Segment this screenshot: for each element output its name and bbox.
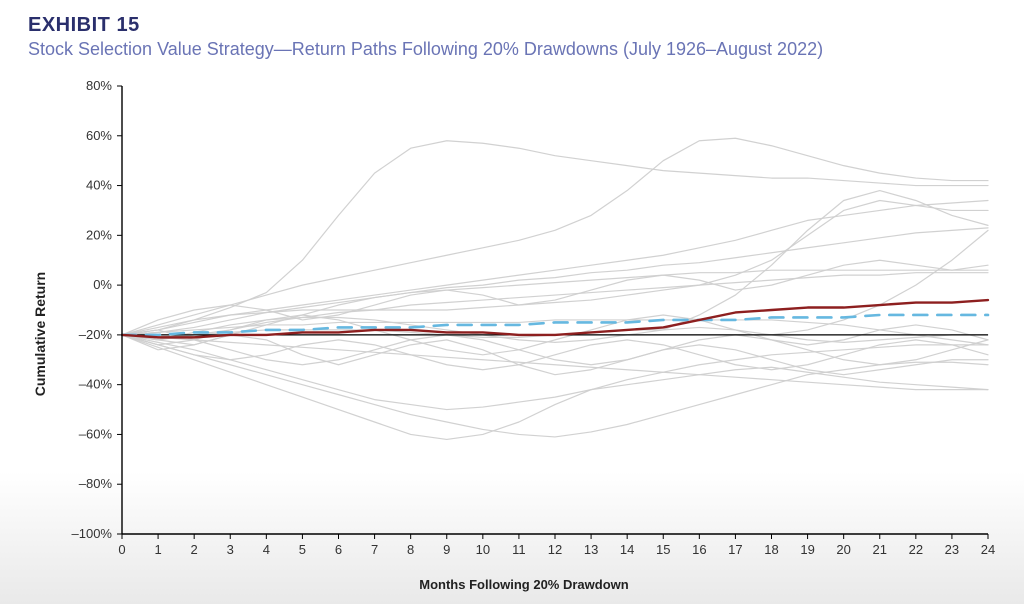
line-chart: –100%–80%–60%–40%–20%0%20%40%60%80%01234… bbox=[44, 78, 1004, 590]
svg-text:18: 18 bbox=[764, 542, 778, 557]
svg-text:16: 16 bbox=[692, 542, 706, 557]
svg-text:17: 17 bbox=[728, 542, 742, 557]
svg-text:–100%: –100% bbox=[72, 526, 113, 541]
svg-text:11: 11 bbox=[512, 542, 526, 557]
x-axis-label: Months Following 20% Drawdown bbox=[44, 577, 1004, 592]
exhibit-subtitle: Stock Selection Value Strategy—Return Pa… bbox=[28, 39, 1024, 60]
svg-text:0: 0 bbox=[118, 542, 125, 557]
chart-header: EXHIBIT 15 Stock Selection Value Strateg… bbox=[0, 0, 1024, 60]
svg-text:23: 23 bbox=[945, 542, 959, 557]
svg-text:40%: 40% bbox=[86, 178, 112, 193]
svg-text:6: 6 bbox=[335, 542, 342, 557]
svg-text:14: 14 bbox=[620, 542, 634, 557]
svg-text:24: 24 bbox=[981, 542, 995, 557]
svg-text:–80%: –80% bbox=[79, 476, 113, 491]
svg-text:21: 21 bbox=[873, 542, 887, 557]
exhibit-number: EXHIBIT 15 bbox=[28, 14, 1024, 37]
svg-text:–20%: –20% bbox=[79, 327, 113, 342]
svg-text:80%: 80% bbox=[86, 78, 112, 93]
svg-text:10: 10 bbox=[476, 542, 490, 557]
y-axis-label: Cumulative Return bbox=[32, 272, 48, 396]
svg-text:4: 4 bbox=[263, 542, 270, 557]
svg-text:60%: 60% bbox=[86, 128, 112, 143]
svg-text:–40%: –40% bbox=[79, 377, 113, 392]
svg-text:1: 1 bbox=[154, 542, 161, 557]
exhibit-page: EXHIBIT 15 Stock Selection Value Strateg… bbox=[0, 0, 1024, 604]
svg-text:22: 22 bbox=[909, 542, 923, 557]
svg-text:8: 8 bbox=[407, 542, 414, 557]
svg-text:–60%: –60% bbox=[79, 426, 113, 441]
svg-text:9: 9 bbox=[443, 542, 450, 557]
svg-text:20: 20 bbox=[836, 542, 850, 557]
svg-text:13: 13 bbox=[584, 542, 598, 557]
svg-text:2: 2 bbox=[191, 542, 198, 557]
svg-text:3: 3 bbox=[227, 542, 234, 557]
svg-text:12: 12 bbox=[548, 542, 562, 557]
chart-area: Cumulative Return –100%–80%–60%–40%–20%0… bbox=[44, 78, 1004, 590]
svg-text:0%: 0% bbox=[93, 277, 112, 292]
svg-text:20%: 20% bbox=[86, 227, 112, 242]
svg-text:19: 19 bbox=[800, 542, 814, 557]
svg-text:5: 5 bbox=[299, 542, 306, 557]
svg-text:7: 7 bbox=[371, 542, 378, 557]
svg-text:15: 15 bbox=[656, 542, 670, 557]
